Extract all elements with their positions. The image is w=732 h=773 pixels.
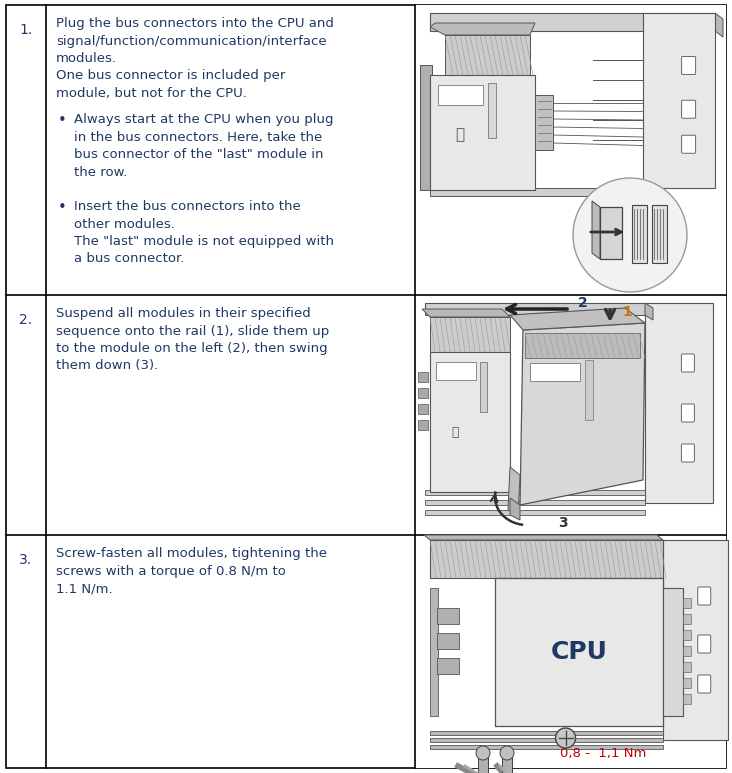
Bar [488, 83, 496, 138]
Bar [425, 303, 645, 315]
Bar [430, 588, 438, 716]
Circle shape [573, 178, 687, 292]
Bar [478, 753, 488, 773]
Text: 1: 1 [622, 305, 632, 319]
Bar [652, 205, 667, 263]
Bar [430, 13, 715, 31]
Bar [420, 65, 432, 190]
Text: Suspend all modules in their specified
sequence onto the rail (1), slide them up: Suspend all modules in their specified s… [56, 307, 329, 373]
Bar [430, 317, 510, 352]
FancyBboxPatch shape [681, 135, 695, 153]
Polygon shape [510, 308, 645, 330]
Bar [425, 510, 645, 515]
Bar [430, 738, 663, 742]
Bar [683, 646, 691, 656]
Polygon shape [422, 309, 510, 317]
Text: 2.: 2. [20, 313, 32, 327]
Bar [437, 633, 459, 649]
Bar [600, 207, 622, 259]
FancyBboxPatch shape [698, 635, 711, 653]
FancyBboxPatch shape [681, 100, 695, 118]
FancyBboxPatch shape [698, 675, 711, 693]
Text: ⌖: ⌖ [455, 128, 465, 142]
FancyBboxPatch shape [681, 404, 695, 422]
Text: 1.: 1. [19, 23, 33, 37]
Bar [437, 658, 459, 674]
Polygon shape [424, 535, 663, 540]
FancyBboxPatch shape [681, 354, 695, 372]
Bar [495, 578, 663, 726]
Text: •: • [58, 200, 67, 215]
Polygon shape [430, 23, 535, 35]
Bar [525, 333, 640, 358]
Bar [502, 753, 512, 773]
Bar [530, 363, 580, 381]
Bar [645, 303, 713, 503]
Bar [430, 745, 663, 749]
Bar [436, 362, 476, 380]
Bar [418, 372, 428, 382]
Text: ⌖: ⌖ [451, 425, 459, 438]
Bar [535, 95, 553, 150]
Bar [632, 205, 647, 263]
Bar [445, 35, 530, 75]
Bar [430, 75, 535, 190]
Circle shape [556, 728, 575, 748]
Bar [418, 404, 428, 414]
Polygon shape [510, 498, 520, 520]
FancyBboxPatch shape [681, 444, 695, 462]
Bar [418, 420, 428, 430]
Text: 3.: 3. [20, 553, 32, 567]
Bar [415, 535, 726, 768]
Text: 2: 2 [578, 296, 588, 310]
Bar [683, 614, 691, 624]
Bar [430, 188, 643, 196]
FancyBboxPatch shape [681, 56, 695, 74]
Text: CPU: CPU [550, 640, 608, 664]
Bar [430, 540, 663, 578]
Bar [430, 352, 510, 492]
Bar [418, 388, 428, 398]
Bar [585, 360, 593, 420]
Text: 3: 3 [559, 516, 568, 530]
Circle shape [500, 746, 514, 760]
Bar [683, 662, 691, 672]
FancyBboxPatch shape [698, 587, 711, 605]
Bar [683, 678, 691, 688]
Text: •: • [58, 113, 67, 128]
Text: Always start at the CPU when you plug
in the bus connectors. Here, take the
bus : Always start at the CPU when you plug in… [74, 113, 334, 179]
Text: Plug the bus connectors into the CPU and
signal/function/communication/interface: Plug the bus connectors into the CPU and… [56, 17, 334, 100]
Polygon shape [592, 201, 600, 259]
Text: 0,8 -  1,1 Nm: 0,8 - 1,1 Nm [560, 747, 646, 760]
Bar [480, 362, 487, 412]
Bar [683, 694, 691, 704]
Bar [415, 295, 726, 535]
Bar [643, 13, 715, 188]
Bar [425, 490, 645, 495]
Bar [425, 500, 645, 505]
Text: Screw-fasten all modules, tightening the
screws with a torque of 0.8 N/m to
1.1 : Screw-fasten all modules, tightening the… [56, 547, 327, 595]
Bar [430, 731, 663, 735]
Text: Insert the bus connectors into the
other modules.
The "last" module is not equip: Insert the bus connectors into the other… [74, 200, 334, 265]
Bar [437, 608, 459, 624]
Circle shape [476, 746, 490, 760]
Polygon shape [508, 467, 520, 517]
Bar [683, 630, 691, 640]
Polygon shape [520, 323, 645, 505]
Polygon shape [715, 13, 723, 37]
Bar [415, 5, 726, 295]
Bar [663, 588, 683, 716]
Bar [663, 540, 728, 740]
Bar [438, 85, 483, 105]
Polygon shape [645, 303, 653, 320]
Bar [683, 598, 691, 608]
